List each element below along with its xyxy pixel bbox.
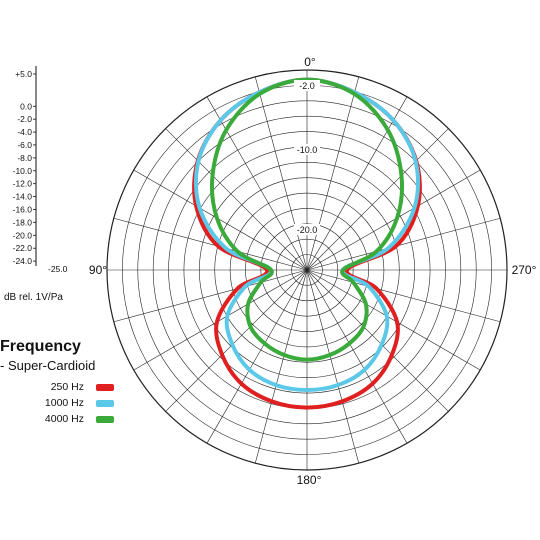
polar-grid <box>106 69 508 471</box>
grid-spoke <box>133 269 308 371</box>
scale-tick-label: -4.0 <box>17 127 32 137</box>
scale-tick-label: -20.0 <box>13 230 33 240</box>
angle-label: 180° <box>297 473 322 487</box>
db-scale: +5.0 0.0 -2.0 -4.0 -6.0 -8.0 -10.0 -12.0 -14.0 -1… <box>4 66 68 303</box>
ring-label-bg <box>294 144 320 155</box>
scale-tick-label: -25.0 <box>48 264 68 274</box>
grid-spoke <box>306 269 449 412</box>
scale-tick-label: -12.0 <box>13 179 33 189</box>
ring-label-bg <box>294 80 320 91</box>
ring-label: -2.0 <box>299 81 315 91</box>
grid-spoke <box>306 269 360 464</box>
grid-spoke <box>254 76 308 271</box>
angle-label: 90° <box>89 263 107 277</box>
polar-curves <box>192 77 422 410</box>
legend-title: Frequency <box>0 338 81 355</box>
series-250hz-curve <box>192 77 422 410</box>
scale-tick-label: -22.0 <box>13 243 33 253</box>
series-1000hz-curve <box>193 77 421 392</box>
grid-spoke <box>113 269 308 323</box>
legend-item-4000hz: 4000 Hz <box>38 413 158 427</box>
scale-tick-label: 0.0 <box>20 101 32 111</box>
scale-tick-label: -8.0 <box>17 153 32 163</box>
grid-spoke <box>113 217 308 271</box>
ring-label-bg <box>294 224 320 235</box>
unit-label: dB rel. 1V/Pa <box>4 292 63 303</box>
grid-spoke <box>206 269 308 444</box>
grid-spoke <box>254 269 308 464</box>
legend-swatch <box>96 384 114 391</box>
polar-labels: -2.0 -10.0 -20.0 0° 90° 180° 270° <box>89 55 537 487</box>
legend-item-1000hz: 1000 Hz <box>38 397 158 411</box>
grid-spoke <box>306 128 449 271</box>
grid-spoke <box>165 128 308 271</box>
scale-tick-label: -16.0 <box>13 205 33 215</box>
grid-spoke <box>306 217 501 271</box>
grid-spoke <box>165 269 308 412</box>
scale-tick-label: -10.0 <box>13 166 33 176</box>
legend-subtitle: - Super-Cardioid <box>0 358 96 373</box>
legend-label: 1000 Hz <box>44 397 84 409</box>
grid-spoke <box>206 96 308 271</box>
legend-item-250hz: 250 Hz <box>38 381 158 395</box>
grid-spoke <box>306 96 408 271</box>
angle-label: 270° <box>512 263 537 277</box>
scale-tick-label: -6.0 <box>17 140 32 150</box>
angle-label: 0° <box>304 55 316 69</box>
legend-label: 250 Hz <box>50 381 84 393</box>
grid-spoke <box>306 269 408 444</box>
grid-spoke <box>306 269 481 371</box>
grid-spoke <box>306 269 501 323</box>
legend-swatch <box>96 416 114 423</box>
scale-tick-label: +5.0 <box>15 69 32 79</box>
scale-tick-label: -24.0 <box>13 256 33 266</box>
grid-spoke <box>133 169 308 271</box>
scale-tick-label: -2.0 <box>17 114 32 124</box>
grid-spoke <box>306 76 360 271</box>
scale-tick-label: -18.0 <box>13 217 33 227</box>
legend-label: 4000 Hz <box>44 413 84 425</box>
series-4000hz-curve <box>209 77 405 362</box>
legend-swatch <box>96 400 114 407</box>
scale-tick-label: -14.0 <box>13 192 33 202</box>
ring-label: -10.0 <box>297 145 318 155</box>
grid-spoke <box>306 169 481 271</box>
ring-label: -20.0 <box>297 225 318 235</box>
